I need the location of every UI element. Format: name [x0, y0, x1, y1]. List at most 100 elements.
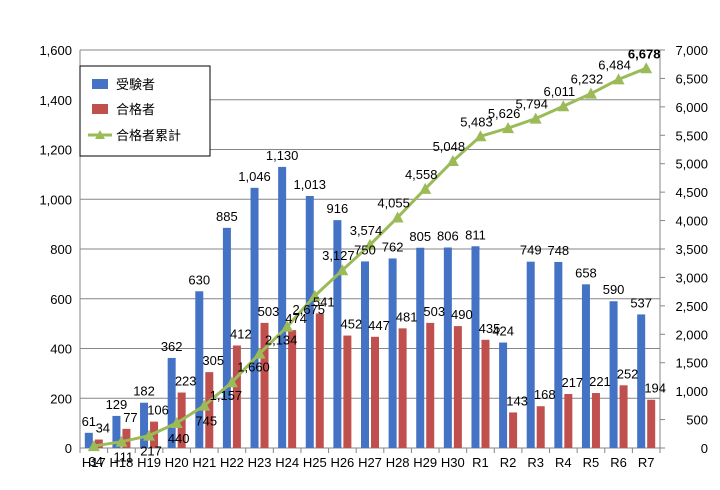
data-label-examinees: 1,046 — [238, 169, 271, 184]
y-right-tick-label: 2,500 — [675, 299, 708, 314]
data-label-cumulative: 5,048 — [433, 139, 466, 154]
x-tick-label: R6 — [610, 455, 627, 470]
y-right-tick-label: 7,000 — [675, 43, 708, 58]
cumulative-point — [529, 112, 542, 124]
cumulative-point — [253, 347, 266, 359]
x-tick-label: R3 — [527, 455, 544, 470]
legend-swatch-passers — [92, 104, 108, 114]
bar-passers — [509, 412, 518, 448]
y-left-tick-label: 800 — [50, 242, 72, 257]
data-label-cumulative: 5,483 — [460, 114, 493, 129]
data-label-cumulative: 4,558 — [405, 167, 438, 182]
cumulative-point — [336, 264, 349, 276]
cumulative-point — [446, 154, 459, 166]
x-tick-label: H27 — [358, 455, 382, 470]
legend-label-passers: 合格者 — [116, 102, 155, 117]
legend-swatch-examinees — [92, 79, 108, 89]
bar-examinees — [609, 301, 618, 448]
x-tick-label: H17 — [82, 455, 106, 470]
data-label-cumulative: 6,484 — [598, 57, 631, 72]
data-label-cumulative: 745 — [195, 414, 217, 429]
bar-examinees — [554, 261, 563, 448]
data-label-examinees: 916 — [327, 201, 349, 216]
data-label-examinees: 806 — [437, 229, 459, 244]
data-label-passers: 106 — [147, 403, 169, 418]
legend-marker-cumulative — [95, 130, 105, 139]
x-tick-label: H28 — [386, 455, 410, 470]
bar-examinees — [140, 402, 149, 448]
cumulative-point — [502, 122, 515, 134]
bar-examinees — [499, 342, 508, 448]
data-label-passers: 217 — [561, 375, 583, 390]
cumulative-point — [640, 62, 653, 74]
data-label-passers: 34 — [96, 421, 110, 436]
y-right-tick-label: 1,500 — [675, 356, 708, 371]
data-label-passers: 503 — [423, 304, 445, 319]
y-left-tick-label: 600 — [50, 292, 72, 307]
data-label-examinees: 658 — [575, 265, 597, 280]
y-right-tick-label: 6,000 — [675, 100, 708, 115]
bar-examinees — [416, 247, 425, 448]
x-tick-label: H26 — [330, 455, 354, 470]
data-label-passers: 481 — [396, 309, 418, 324]
cumulative-point — [391, 211, 404, 223]
y-right-tick-label: 1,000 — [675, 384, 708, 399]
cumulative-point — [198, 399, 211, 411]
bar-examinees — [305, 196, 314, 448]
data-label-cumulative: 3,574 — [350, 223, 383, 238]
data-label-passers: 143 — [506, 393, 528, 408]
data-label-passers: 305 — [202, 353, 224, 368]
data-label-examinees: 61 — [82, 414, 96, 429]
data-label-examinees: 537 — [630, 295, 652, 310]
bar-passers — [398, 328, 407, 448]
y-left-tick-label: 400 — [50, 342, 72, 357]
data-label-cumulative: 6,678 — [628, 46, 661, 61]
bar-examinees — [526, 261, 535, 448]
x-tick-label: R4 — [555, 455, 572, 470]
data-label-passers: 503 — [258, 304, 280, 319]
data-label-passers: 447 — [368, 318, 390, 333]
data-label-passers: 541 — [313, 294, 335, 309]
x-tick-label: H21 — [192, 455, 216, 470]
x-tick-label: H19 — [137, 455, 161, 470]
cumulative-point — [170, 416, 183, 428]
y-right-tick-label: 3,500 — [675, 242, 708, 257]
bar-passers — [619, 385, 628, 448]
data-label-cumulative: 2,134 — [265, 333, 298, 348]
y-left-tick-label: 0 — [65, 441, 72, 456]
cumulative-point — [281, 320, 294, 332]
bar-passers — [453, 326, 462, 448]
data-label-cumulative: 440 — [168, 431, 190, 446]
legend-label-examinees: 受験者 — [116, 77, 155, 92]
cumulative-point — [584, 87, 597, 99]
bar-passers — [343, 335, 352, 448]
bar-examinees — [443, 247, 452, 448]
data-label-cumulative: 5,794 — [515, 97, 548, 112]
data-label-cumulative: 2,675 — [292, 302, 325, 317]
y-right-tick-label: 5,500 — [675, 128, 708, 143]
x-tick-label: H18 — [109, 455, 133, 470]
cumulative-point — [143, 429, 156, 441]
bar-passers — [288, 330, 297, 448]
y-right-tick-label: 500 — [686, 413, 708, 428]
x-tick-label: R5 — [583, 455, 600, 470]
x-tick-label: H20 — [165, 455, 189, 470]
data-label-examinees: 630 — [188, 272, 210, 287]
bar-examinees — [167, 357, 176, 448]
bar-examinees — [471, 246, 480, 448]
data-label-passers: 474 — [285, 311, 307, 326]
data-label-cumulative: 4,055 — [377, 195, 410, 210]
data-label-cumulative: 34 — [89, 454, 103, 469]
cumulative-point — [419, 182, 432, 194]
bar-passers — [315, 313, 324, 448]
cumulative-point — [557, 100, 570, 112]
y-right-tick-label: 6,500 — [675, 71, 708, 86]
data-label-examinees: 1,013 — [293, 177, 326, 192]
bar-passers — [564, 394, 573, 448]
x-tick-label: R2 — [500, 455, 517, 470]
y-left-tick-label: 200 — [50, 391, 72, 406]
cumulative-point — [364, 238, 376, 250]
data-label-passers: 252 — [617, 366, 639, 381]
data-label-cumulative: 5,626 — [488, 106, 521, 121]
y-right-tick-label: 5,000 — [675, 157, 708, 172]
